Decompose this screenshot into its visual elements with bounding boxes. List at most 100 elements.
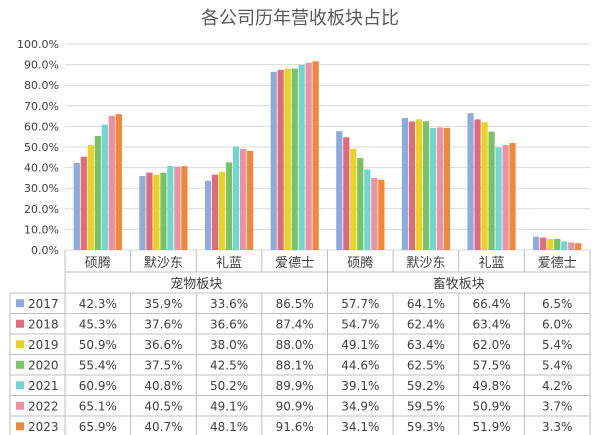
bar-2022-1 — [174, 166, 181, 250]
legend-key-2018 — [16, 319, 24, 328]
bar-2018-5 — [408, 121, 416, 251]
y-tick-label: 80.0% — [24, 79, 59, 92]
y-tick-label: 20.0% — [24, 203, 59, 216]
y-tick-label: 90.0% — [24, 59, 59, 72]
data-label: 35.9% — [144, 297, 182, 311]
legend-label: 2020 — [28, 358, 59, 372]
data-label: 57.5% — [473, 358, 511, 372]
data-label: 64.1% — [407, 297, 445, 311]
data-label: 54.7% — [341, 317, 379, 331]
data-label: 50.9% — [473, 399, 511, 413]
data-label: 34.9% — [341, 399, 379, 413]
chart-title: 各公司历年营收板块占比 — [201, 8, 399, 29]
bar-2023-0 — [115, 114, 122, 250]
bar-2023-6 — [509, 143, 516, 250]
category-label: 硕腾 — [85, 255, 111, 271]
data-label: 63.4% — [473, 317, 511, 331]
bar-2017-7 — [533, 236, 540, 250]
y-tick-label: 50.0% — [24, 141, 59, 154]
category-label: 默沙东 — [406, 255, 445, 271]
data-label: 90.9% — [276, 399, 314, 413]
data-label: 60.9% — [79, 379, 117, 393]
bar-2017-0 — [73, 162, 80, 250]
data-label: 33.6% — [210, 297, 248, 311]
data-label: 66.4% — [473, 297, 511, 311]
data-label: 63.4% — [407, 338, 445, 352]
legend-key-2023 — [16, 422, 24, 431]
data-label: 5.4% — [542, 358, 573, 372]
bar-2019-3 — [284, 68, 291, 250]
legend-label: 2019 — [28, 338, 59, 352]
data-label: 42.5% — [210, 358, 248, 372]
legend-key-2020 — [16, 360, 24, 369]
bar-2020-0 — [94, 135, 101, 250]
legend-label: 2023 — [28, 420, 59, 434]
data-label: 50.2% — [210, 379, 248, 393]
bar-2023-5 — [443, 127, 451, 250]
bar-2017-2 — [204, 180, 212, 250]
y-tick-label: 40.0% — [24, 162, 59, 175]
bar-2021-5 — [429, 128, 437, 250]
bar-2022-6 — [502, 145, 509, 250]
bar-2023-1 — [181, 166, 188, 250]
data-label: 51.9% — [473, 420, 511, 434]
bar-2022-4 — [371, 178, 378, 250]
category-label: 爱德士 — [538, 256, 577, 271]
data-label: 37.6% — [144, 317, 182, 331]
data-label: 62.5% — [407, 358, 445, 372]
data-label: 50.9% — [79, 338, 117, 352]
group-label: 宠物板块 — [170, 276, 222, 292]
data-label: 40.8% — [144, 379, 182, 393]
y-tick-label: 10.0% — [24, 223, 59, 236]
bar-2018-4 — [343, 137, 350, 250]
data-label: 42.3% — [79, 297, 117, 311]
bar-2018-2 — [211, 174, 219, 250]
data-label: 48.1% — [210, 420, 248, 434]
legend-label: 2017 — [28, 297, 59, 311]
category-label: 礼蓝 — [479, 255, 505, 271]
legend-key-2021 — [16, 381, 24, 390]
bar-2021-2 — [232, 146, 240, 250]
data-label: 5.4% — [542, 338, 573, 352]
data-label: 62.0% — [473, 338, 511, 352]
data-label: 86.5% — [276, 297, 314, 311]
bar-2022-0 — [108, 115, 115, 250]
bar-2023-7 — [575, 243, 582, 250]
data-label: 59.2% — [407, 379, 445, 393]
data-label: 36.6% — [210, 317, 248, 331]
category-label: 爱德士 — [275, 256, 314, 271]
bar-2017-6 — [467, 113, 474, 250]
data-label: 49.1% — [210, 399, 248, 413]
data-label: 45.3% — [79, 317, 117, 331]
bar-2022-3 — [305, 62, 312, 250]
y-tick-label: 100.0% — [17, 38, 59, 51]
bar-2018-7 — [540, 237, 547, 250]
data-label: 62.4% — [407, 317, 445, 331]
bar-2021-0 — [101, 124, 108, 250]
bar-2022-7 — [568, 242, 575, 250]
category-label: 默沙东 — [144, 255, 183, 271]
data-label: 37.5% — [144, 358, 182, 372]
data-label: 40.7% — [144, 420, 182, 434]
legend-key-2017 — [16, 299, 24, 308]
legend-key-2019 — [16, 340, 24, 349]
bar-2018-3 — [277, 69, 284, 251]
data-label: 65.1% — [79, 399, 117, 413]
data-label: 89.9% — [276, 379, 314, 393]
bar-2017-5 — [401, 117, 409, 250]
bar-2019-4 — [350, 148, 357, 250]
y-tick-label: 70.0% — [24, 100, 59, 113]
bar-2020-2 — [225, 162, 233, 250]
bar-2020-7 — [554, 238, 561, 250]
data-label: 57.7% — [341, 297, 379, 311]
bar-2020-3 — [291, 68, 298, 250]
bar-2021-6 — [495, 147, 502, 250]
bar-2018-1 — [146, 172, 153, 250]
data-label: 91.6% — [276, 420, 314, 434]
bar-2017-3 — [270, 71, 277, 250]
bar-2019-0 — [87, 145, 94, 250]
bar-2020-4 — [357, 158, 364, 250]
bar-2019-5 — [415, 119, 423, 250]
bars — [73, 61, 582, 251]
